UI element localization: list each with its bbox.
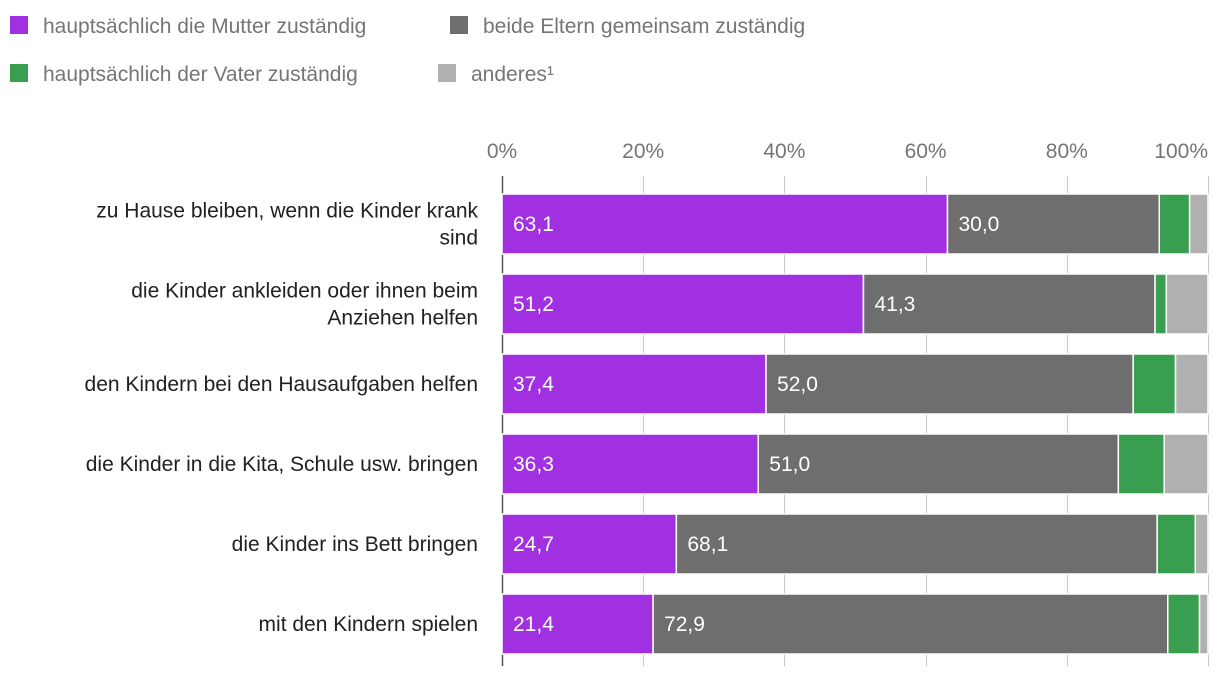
- bar-segment: [501, 513, 678, 575]
- legend-swatch: [10, 64, 28, 82]
- bar-segment: [1188, 193, 1209, 255]
- bar-segment: [1198, 593, 1209, 655]
- bar-segment: [1167, 593, 1201, 655]
- category-label: die Kinder in die Kita, Schule usw. brin…: [86, 453, 478, 476]
- category-label: die Kinder ins Bett bringen: [232, 533, 478, 556]
- data-label: 21,4: [513, 613, 554, 636]
- legend-swatch: [438, 64, 456, 82]
- bar-segment: [1117, 433, 1165, 495]
- tick-label: 100%: [1154, 140, 1208, 163]
- category-label: die Kinder ankleiden oder ihnen beim Anzi…: [131, 280, 478, 330]
- bar-segment: [675, 513, 1158, 575]
- bar-segment: [501, 273, 865, 335]
- data-label: 68,1: [687, 533, 728, 556]
- gridlines: [501, 176, 1209, 666]
- category-label: den Kindern bei den Hausaufgaben helfen: [85, 373, 478, 396]
- data-label: 52,0: [777, 373, 818, 396]
- legend-label: hauptsächlich die Mutter zuständig: [43, 15, 366, 38]
- tick-label: 40%: [763, 140, 805, 163]
- bar-segment: [501, 593, 654, 655]
- category-labels: zu Hause bleiben, wenn die Kinder krank s…: [85, 200, 479, 637]
- data-label: 72,9: [664, 613, 705, 636]
- legend-swatch: [10, 16, 28, 34]
- category-label: mit den Kindern spielen: [259, 613, 478, 636]
- tick-label: 20%: [622, 140, 664, 163]
- data-label: 30,0: [958, 213, 999, 236]
- data-label: 63,1: [513, 213, 554, 236]
- legend-label: hauptsächlich der Vater zuständig: [43, 63, 358, 86]
- data-label: 37,4: [513, 373, 554, 396]
- bar-segment: [1194, 513, 1209, 575]
- bar-segment: [1174, 353, 1209, 415]
- bar-segment: [1165, 273, 1209, 335]
- tick-label: 0%: [487, 140, 517, 163]
- bar-segment: [1132, 353, 1177, 415]
- category-label: zu Hause bleiben, wenn die Kinder krank s…: [96, 200, 478, 250]
- x-axis-ticks: 0% 20% 40% 60% 80% 100%: [487, 140, 1208, 163]
- bar-segment: [1156, 513, 1197, 575]
- bar-segment: [1163, 433, 1209, 495]
- bar-segment: [501, 193, 949, 255]
- data-label: 51,0: [769, 453, 810, 476]
- data-label: 41,3: [874, 293, 915, 316]
- bar-segment: [1158, 193, 1191, 255]
- legend: hauptsächlich die Mutter zuständig beide …: [10, 15, 805, 86]
- bar-segment: [1154, 273, 1168, 335]
- bar-segment: [757, 433, 1120, 495]
- bar-segment: [946, 193, 1161, 255]
- data-label: 51,2: [513, 293, 554, 316]
- legend-label: anderes¹: [471, 63, 554, 86]
- bar-segment: [652, 593, 1169, 655]
- bar-segment: [765, 353, 1134, 415]
- data-label: 36,3: [513, 453, 554, 476]
- legend-swatch: [450, 16, 468, 34]
- legend-label: beide Eltern gemeinsam zuständig: [483, 15, 805, 38]
- data-label: 24,7: [513, 533, 554, 556]
- tick-label: 60%: [905, 140, 947, 163]
- bar-segment: [501, 433, 760, 495]
- bars: 63,1 30,0 51,2 41,3 37,4 52,0 36,3 51,0 24,7 68,1…: [501, 193, 1209, 655]
- tick-label: 80%: [1046, 140, 1088, 163]
